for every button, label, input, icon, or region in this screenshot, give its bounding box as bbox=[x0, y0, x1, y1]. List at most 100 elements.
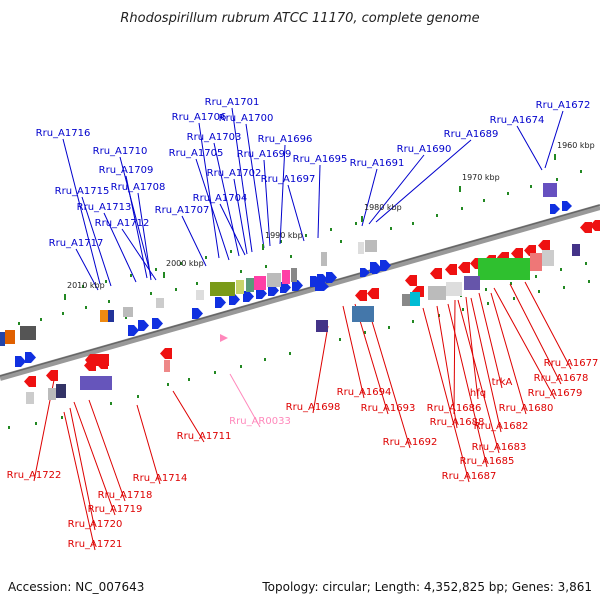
tick-dot bbox=[167, 383, 169, 386]
reverse-label-rru-a1694: Rru_A1694 bbox=[337, 387, 392, 398]
reverse-label-hfq: hfq bbox=[470, 388, 486, 399]
tick-dot bbox=[340, 240, 342, 243]
tick-dot bbox=[289, 352, 291, 355]
tick-dot bbox=[585, 262, 587, 265]
forward-label-rru-a1707: Rru_A1707 bbox=[155, 205, 210, 216]
leader-line-rru-a1708 bbox=[137, 192, 152, 281]
forward-label-rru-a1691: Rru_A1691 bbox=[350, 158, 405, 169]
tick-dot bbox=[196, 282, 198, 285]
forward-label-rru-a1696: Rru_A1696 bbox=[258, 134, 313, 145]
gene-arrow-forward bbox=[215, 297, 226, 308]
tick-dot bbox=[530, 185, 532, 188]
reverse-label-rru-a1688: Rru_A1688 bbox=[430, 417, 485, 428]
tick-dot bbox=[108, 300, 110, 303]
kbp-tick bbox=[163, 272, 165, 278]
leader-line-rru-a1682 bbox=[470, 297, 502, 433]
gene-arrow-forward bbox=[229, 294, 240, 305]
leader-line-rru-a1712 bbox=[121, 228, 157, 281]
leader-line-rru-a1696 bbox=[279, 144, 286, 245]
leader-line-trka bbox=[478, 292, 503, 389]
gene-arrow-reverse bbox=[590, 220, 600, 231]
forward-label-rru-a1704: Rru_A1704 bbox=[193, 193, 248, 204]
gene-arrow-forward bbox=[268, 285, 279, 296]
gene-block-gray bbox=[402, 294, 410, 306]
tick-dot bbox=[507, 192, 509, 195]
tick-dot bbox=[588, 280, 590, 283]
gene-block-gray bbox=[26, 392, 34, 404]
leader-line-rru-a1685 bbox=[447, 303, 488, 468]
leader-line-rru-a1710 bbox=[119, 156, 152, 277]
tick-dot bbox=[175, 288, 177, 291]
kbp-label-1990-kbp: 1990 kbp bbox=[265, 231, 303, 240]
tick-dot bbox=[560, 268, 562, 271]
leader-line-rru-a1703 bbox=[213, 142, 240, 257]
gene-arrow-forward bbox=[256, 288, 267, 299]
kbp-label-1970-kbp: 1970 kbp bbox=[462, 173, 500, 182]
gene-arrow-reverse bbox=[367, 288, 379, 299]
tick-dot bbox=[390, 227, 392, 230]
tick-dot bbox=[436, 214, 438, 217]
gene-arrow-reverse bbox=[405, 275, 417, 286]
leader-line-rru-a1672 bbox=[544, 110, 564, 169]
leader-line-rru-a1715 bbox=[81, 196, 112, 287]
leader-line-rru-a1690 bbox=[368, 154, 425, 225]
leader-line-rru-a1717 bbox=[75, 248, 99, 291]
gene-block-salmon bbox=[530, 253, 542, 271]
gene-arrow-reverse bbox=[511, 248, 523, 259]
tick-dot bbox=[214, 371, 216, 374]
leader-line-rru-a1697 bbox=[287, 184, 305, 242]
reverse-label-rru-a1679: Rru_A1679 bbox=[528, 388, 583, 399]
gene-arrow-reverse bbox=[445, 264, 457, 275]
forward-label-rru-a1705: Rru_A1705 bbox=[169, 148, 224, 159]
reverse-label-rru-a1692: Rru_A1692 bbox=[383, 437, 438, 448]
gene-arrow-reverse bbox=[24, 376, 36, 387]
leader-line-rru-a1705 bbox=[195, 158, 230, 261]
tick-dot bbox=[265, 265, 267, 268]
topology-text: Topology: circular; Length: 4,352,825 bp… bbox=[262, 580, 592, 594]
leader-line-rru-a1719 bbox=[73, 401, 116, 516]
gene-arrow-forward bbox=[25, 352, 36, 363]
tick-dot bbox=[62, 312, 64, 315]
reverse-label-rru-a1720: Rru_A1720 bbox=[68, 519, 123, 530]
gene-arrow-forward bbox=[128, 325, 139, 336]
gene-block-teal bbox=[246, 278, 254, 292]
gene-arrow-reverse bbox=[355, 290, 367, 301]
leader-line-rru-a1702 bbox=[233, 178, 248, 255]
leader-line-rru-a1720 bbox=[69, 407, 96, 531]
leader-line-rru-a1691 bbox=[361, 168, 378, 227]
gene-block-gray bbox=[542, 250, 554, 266]
tick-dot bbox=[35, 422, 37, 425]
leader-line-rru-a1688 bbox=[436, 305, 458, 429]
gene-block-lightgreen bbox=[236, 280, 244, 294]
reverse-gene-labels: Rru_A1677 Rru_A1678 trkA Rru_A1679 hfq Rru_A1… bbox=[7, 358, 599, 550]
tick-dot bbox=[339, 338, 341, 341]
tick-dot bbox=[556, 178, 558, 181]
tick-dot bbox=[264, 358, 266, 361]
leader-line-rru-a1679 bbox=[493, 287, 556, 400]
reverse-label-rru-a1718: Rru_A1718 bbox=[98, 490, 153, 501]
tick-dot bbox=[137, 395, 139, 398]
gene-block-gray bbox=[365, 240, 377, 252]
forward-label-rru-a1700: Rru_A1700 bbox=[219, 113, 274, 124]
gene-arrow-forward bbox=[192, 308, 203, 319]
reverse-label-rru-a1683: Rru_A1683 bbox=[472, 442, 527, 453]
tick-dot bbox=[180, 262, 182, 265]
gene-block-navy bbox=[56, 384, 66, 398]
gene-arrow-forward bbox=[562, 201, 572, 211]
leader-line-rru-a1698 bbox=[312, 325, 329, 414]
reverse-label-rru-a1678: Rru_A1678 bbox=[534, 373, 589, 384]
gene-block-gray bbox=[321, 252, 327, 266]
leader-line-rru-a1694 bbox=[342, 305, 365, 399]
tick-dot bbox=[85, 306, 87, 309]
tick-dot bbox=[355, 222, 357, 225]
gene-block-gray bbox=[123, 307, 133, 317]
tick-dot bbox=[330, 228, 332, 231]
reverse-label-rru-a1721: Rru_A1721 bbox=[68, 539, 123, 550]
forward-label-rru-a1717: Rru_A1717 bbox=[49, 238, 104, 249]
forward-label-rru-a1708: Rru_A1708 bbox=[111, 182, 166, 193]
tick-dot bbox=[8, 426, 10, 429]
tick-dot bbox=[105, 280, 107, 283]
reverse-label-rru-a1685: Rru_A1685 bbox=[460, 456, 515, 467]
tick-dot bbox=[205, 256, 207, 259]
gene-arrow-forward bbox=[243, 291, 254, 302]
